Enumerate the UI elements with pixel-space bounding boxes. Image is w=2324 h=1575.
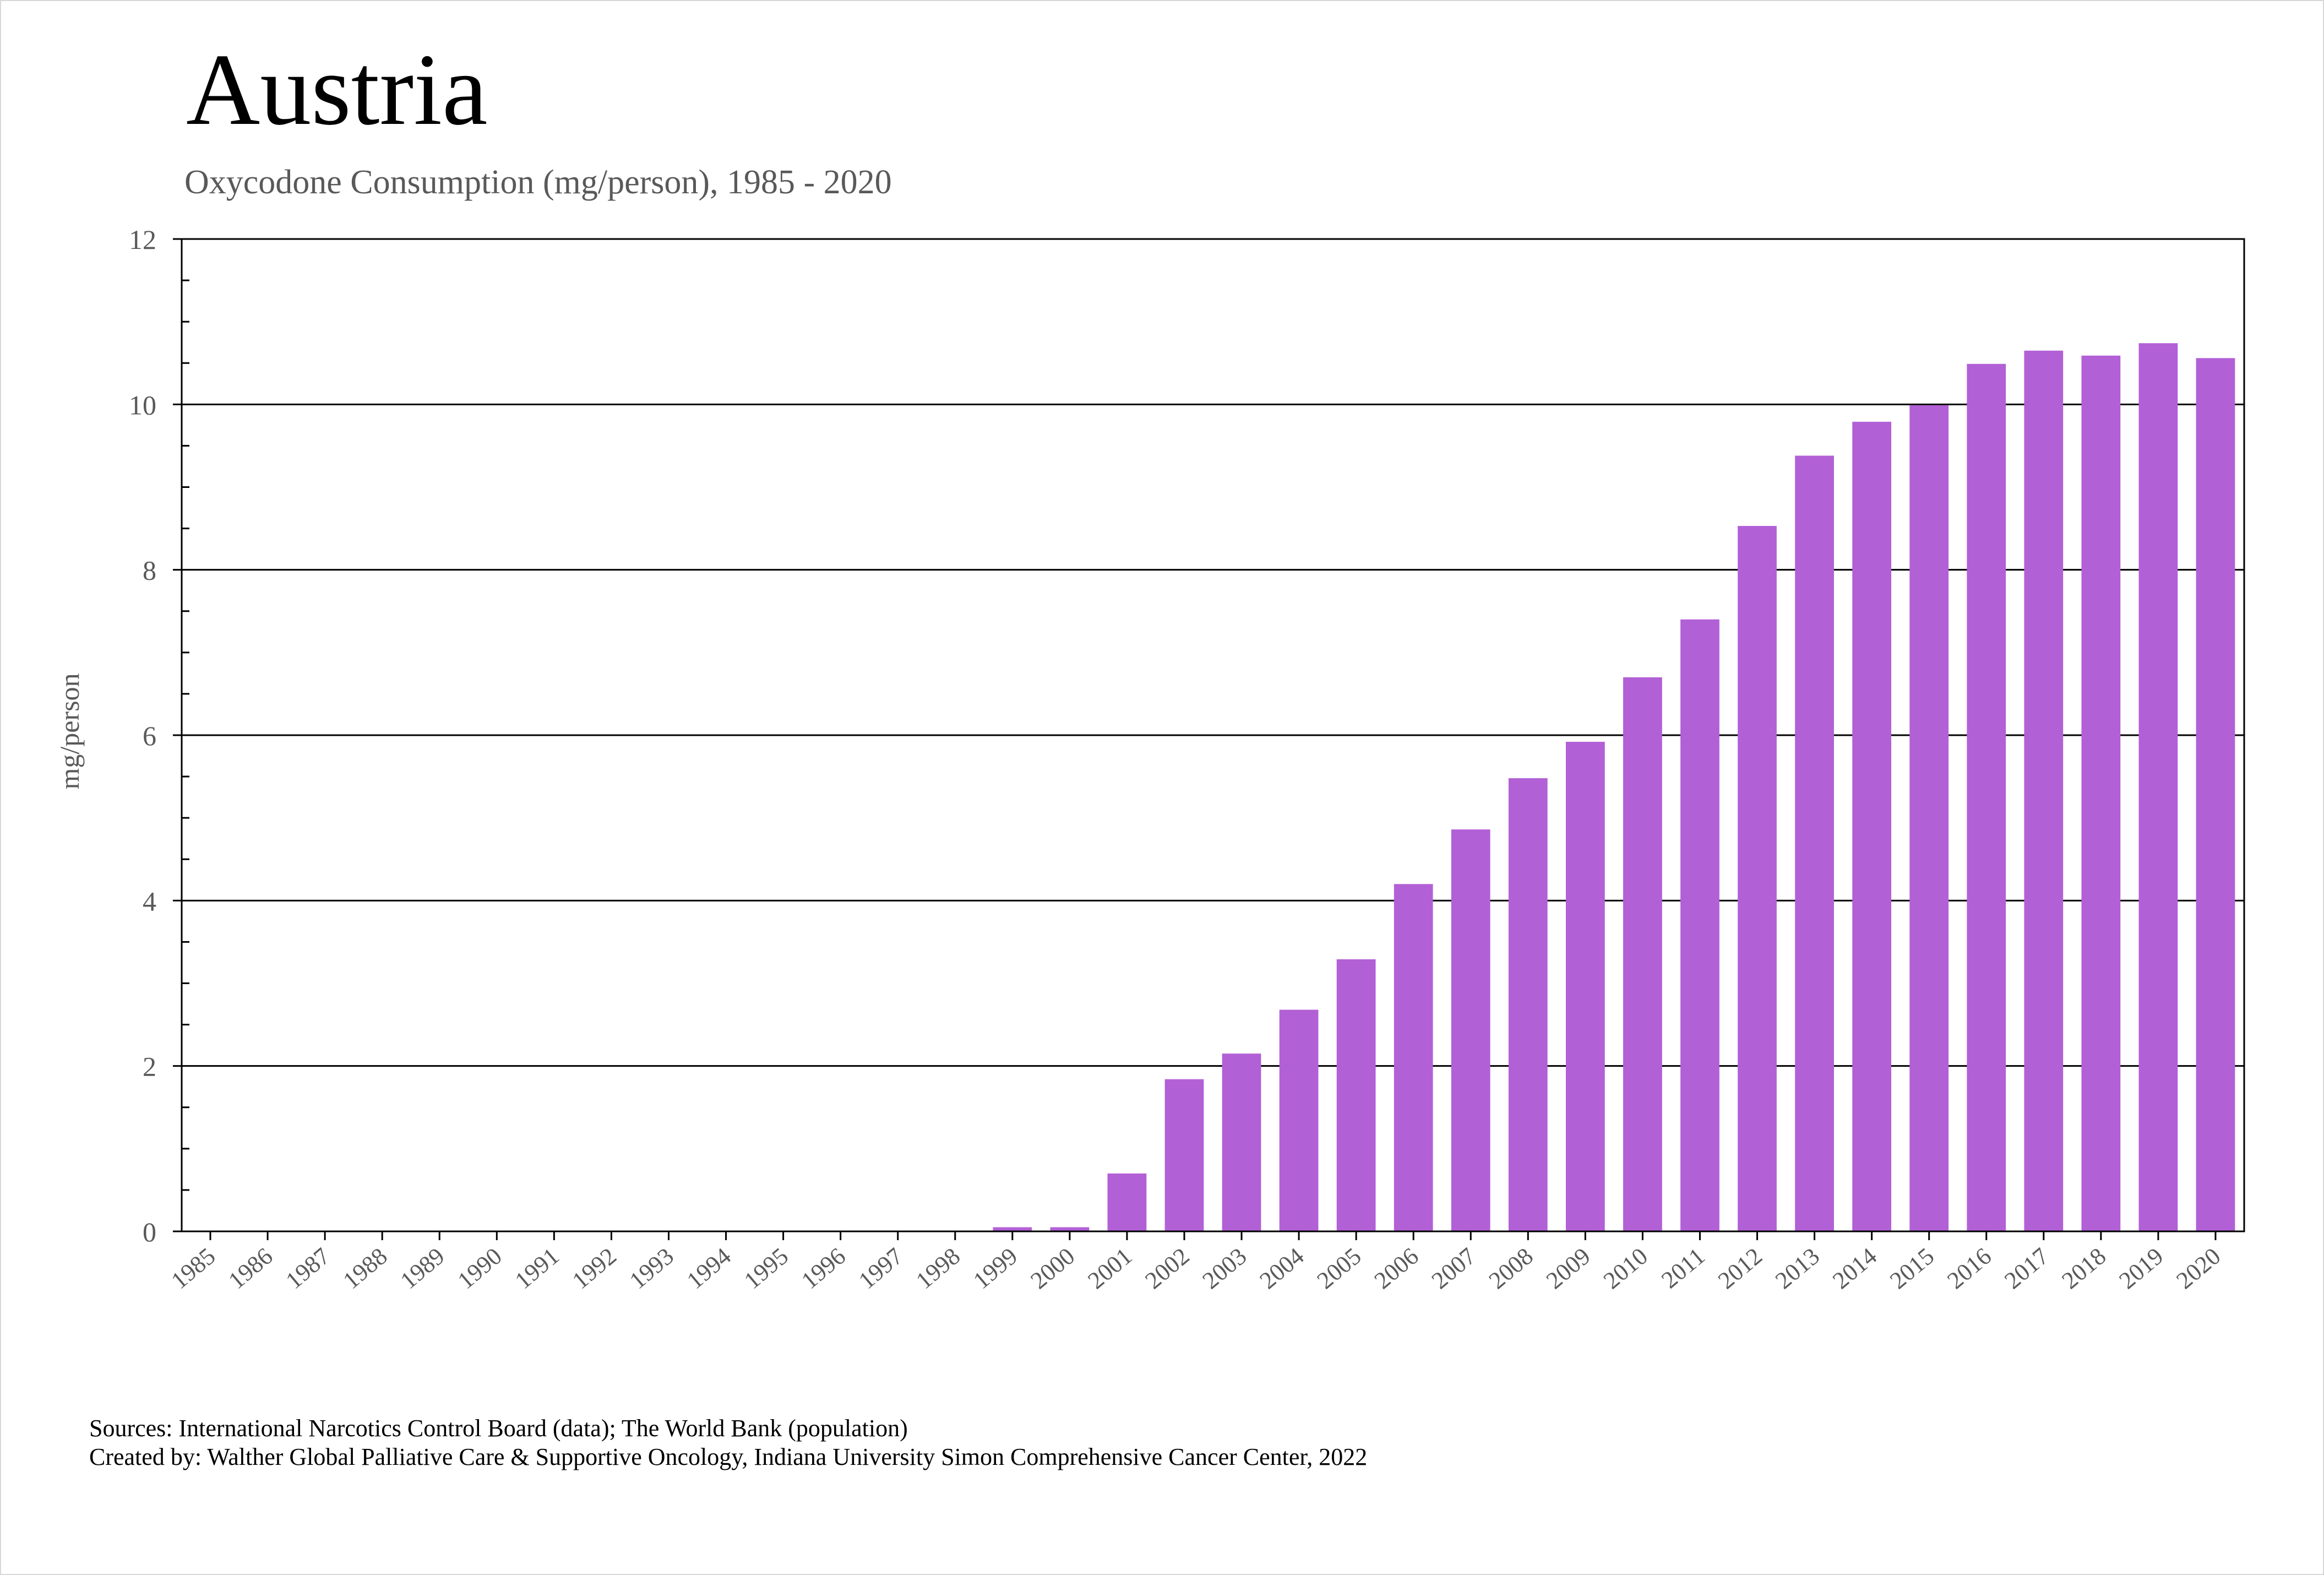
x-tick-label: 2005	[1312, 1242, 1367, 1294]
y-tick-label: 4	[143, 886, 156, 916]
bar-2014	[1852, 421, 1892, 1231]
bar-2016	[1967, 363, 2006, 1231]
x-tick-label: 2019	[2114, 1242, 2168, 1294]
x-tick-label: 1994	[682, 1242, 736, 1294]
bar-2019	[2138, 343, 2178, 1232]
x-tick-label: 1986	[224, 1242, 278, 1294]
footnotes: Sources: International Narcotics Control…	[89, 1414, 1367, 1471]
x-tick-label: 2017	[1999, 1242, 2054, 1294]
x-tick-label: 2014	[1827, 1242, 1882, 1294]
x-tick-label: 2012	[1713, 1242, 1767, 1294]
x-tick-label: 1998	[911, 1242, 965, 1294]
x-tick-label: 1991	[510, 1242, 564, 1294]
y-tick-labels: 0 2 4 6 8 10 12	[129, 224, 156, 1247]
x-tick-label: 2003	[1198, 1242, 1252, 1294]
x-tick-label: 2013	[1770, 1242, 1825, 1294]
x-tick-label: 1988	[338, 1242, 393, 1294]
x-tick-label: 2001	[1082, 1242, 1137, 1294]
bar-2004	[1279, 1009, 1319, 1231]
x-tick-label: 1992	[567, 1242, 622, 1294]
bar-2006	[1394, 884, 1433, 1231]
bar-2008	[1508, 778, 1548, 1231]
y-tick-label: 6	[143, 720, 156, 751]
x-tick-label: 2008	[1484, 1242, 1538, 1294]
chart-subtitle: Oxycodone Consumption (mg/person), 1985 …	[184, 164, 892, 201]
x-tick-label: 1989	[395, 1242, 450, 1294]
bar-2002	[1164, 1079, 1204, 1231]
x-tick-label: 1987	[281, 1242, 335, 1294]
y-axis-label: mg/person	[54, 673, 85, 789]
x-tick-label: 2015	[1885, 1242, 1939, 1294]
gridlines	[182, 403, 2244, 1067]
bar-2009	[1565, 742, 1605, 1231]
x-tick-label: 2004	[1255, 1242, 1309, 1294]
y-tick-label: 12	[129, 224, 156, 255]
bar-2017	[2024, 350, 2064, 1231]
axes	[173, 238, 2245, 1240]
bar-2015	[1909, 405, 1949, 1232]
bar-2018	[2081, 355, 2121, 1231]
x-tick-label: 2011	[1656, 1242, 1710, 1294]
bar-2007	[1451, 829, 1490, 1231]
x-tick-label: 1995	[739, 1242, 793, 1294]
x-tick-label: 2007	[1427, 1242, 1481, 1294]
x-tick-label: 1996	[796, 1242, 851, 1294]
bar-2011	[1680, 619, 1719, 1231]
created-by-note: Created by: Walther Global Palliative Ca…	[89, 1443, 1368, 1470]
bar-2020	[2196, 358, 2235, 1231]
x-tick-label: 1993	[624, 1242, 679, 1294]
x-tick-label: 1999	[968, 1242, 1022, 1294]
y-tick-label: 0	[143, 1216, 156, 1247]
x-tick-label: 2018	[2056, 1242, 2111, 1294]
x-tick-label: 1985	[166, 1242, 221, 1294]
bar-2012	[1738, 526, 1777, 1231]
bar-2005	[1336, 959, 1376, 1231]
y-tick-label: 8	[143, 555, 156, 586]
x-tick-label: 2010	[1598, 1242, 1653, 1294]
x-tick-label: 1997	[853, 1242, 908, 1294]
bar-1999	[993, 1227, 1032, 1231]
chart-title: Austria	[186, 33, 488, 146]
x-tick-label: 2000	[1025, 1242, 1080, 1294]
x-tick-label: 2002	[1140, 1242, 1194, 1294]
bar-2000	[1050, 1227, 1090, 1231]
bars	[993, 343, 2235, 1232]
x-tick-label: 2009	[1541, 1242, 1596, 1294]
x-tick-label: 2016	[1942, 1242, 1996, 1294]
x-tick-labels: 1985 1986 1987 1988 1989 1990 1991 1992 1993 1994…	[166, 1242, 2226, 1294]
source-note: Sources: International Narcotics Control…	[89, 1415, 908, 1442]
x-tick-label: 2006	[1369, 1242, 1424, 1294]
x-tick-label: 2020	[2171, 1242, 2225, 1294]
bar-2010	[1623, 677, 1662, 1231]
bar-2013	[1795, 455, 1834, 1231]
y-tick-label: 10	[129, 389, 156, 420]
bar-2003	[1222, 1053, 1261, 1231]
bar-2001	[1107, 1173, 1147, 1231]
y-tick-label: 2	[143, 1051, 156, 1082]
x-tick-label: 1990	[453, 1242, 507, 1294]
